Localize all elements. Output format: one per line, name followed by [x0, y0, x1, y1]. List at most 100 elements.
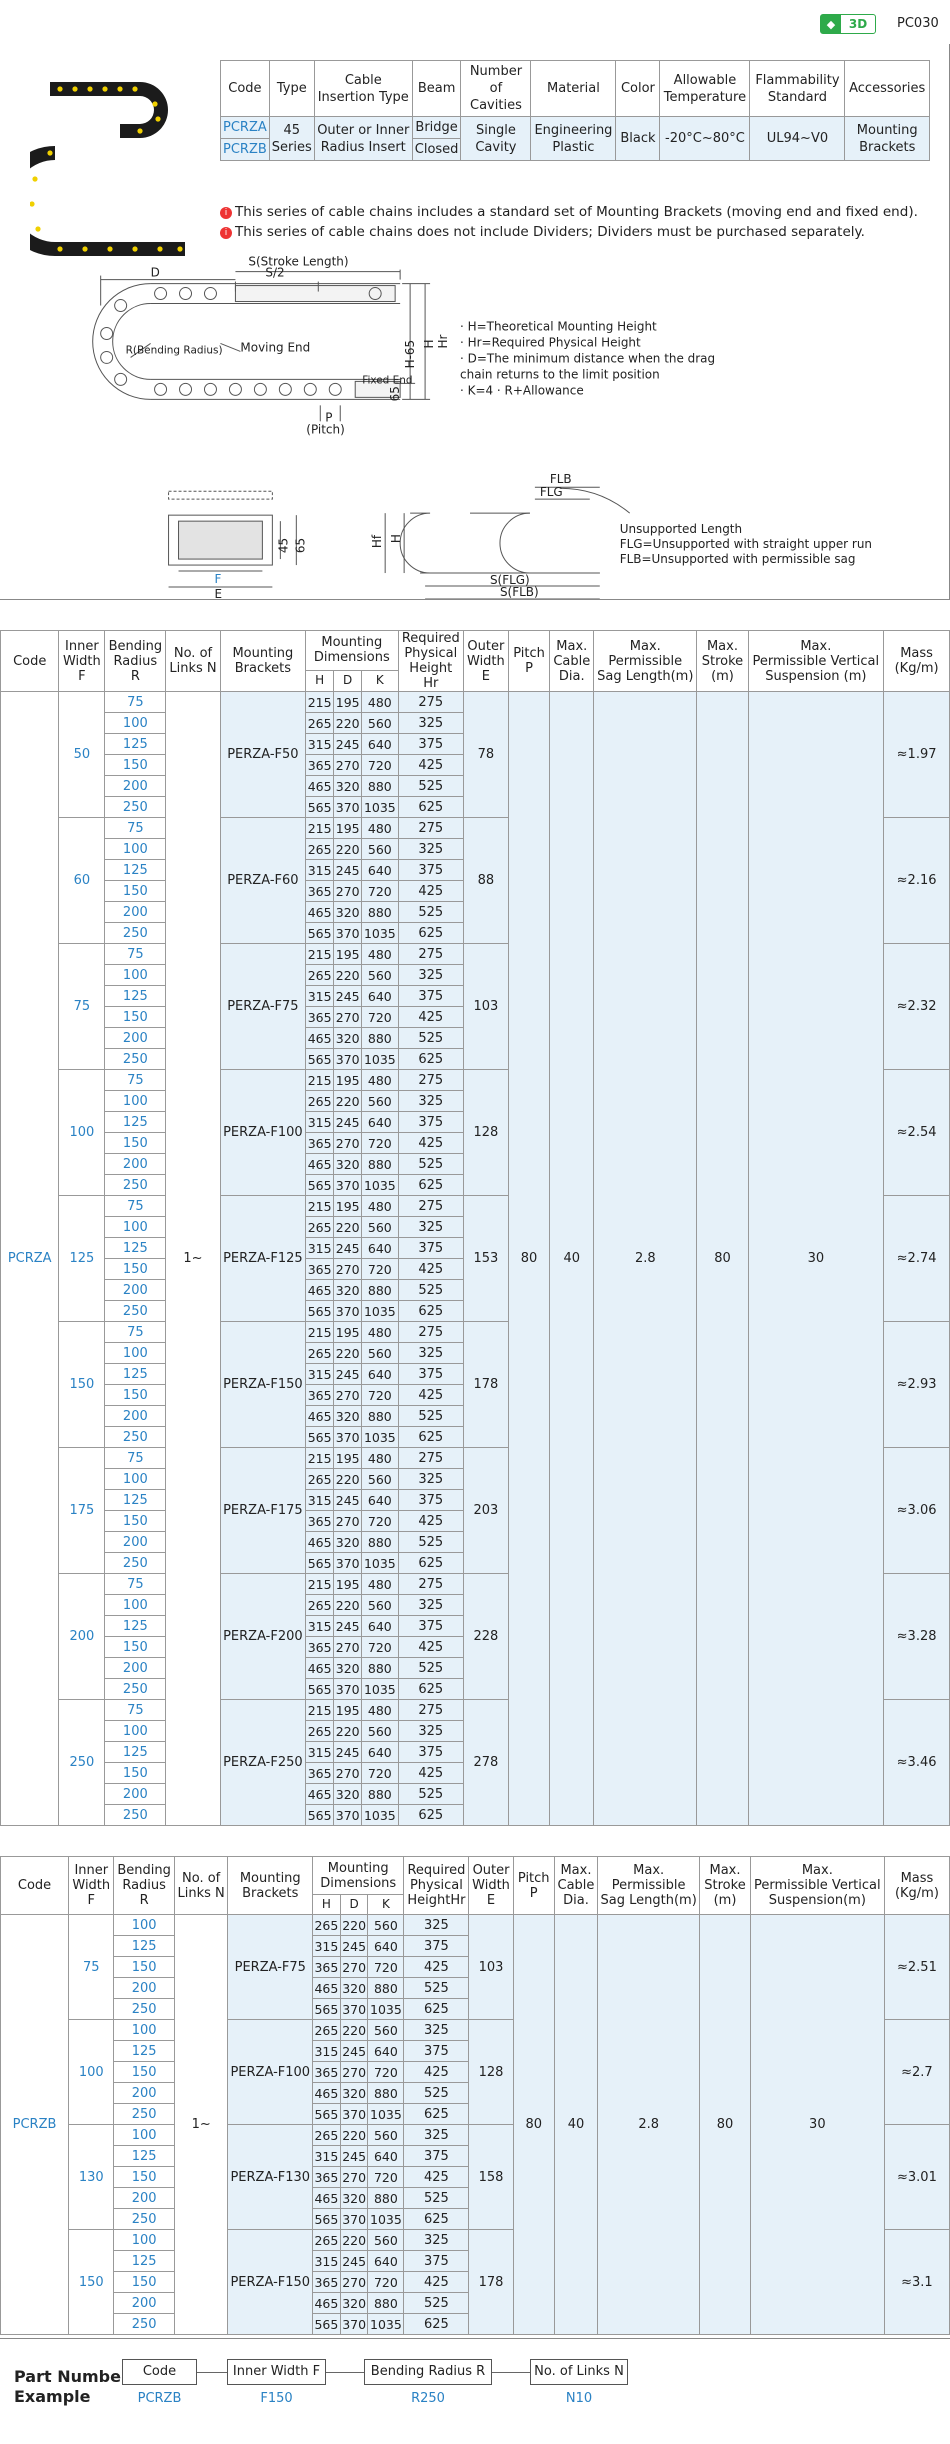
bending-radius-cell[interactable]: 150 [113, 2061, 175, 2083]
inner-width-cell[interactable]: 250 [58, 1699, 106, 1826]
bending-radius-cell[interactable]: 250 [113, 2208, 175, 2230]
bending-radius-cell[interactable]: 200 [113, 2082, 175, 2104]
bending-radius-cell[interactable]: 150 [104, 1510, 167, 1532]
bending-radius-cell[interactable]: 125 [113, 2250, 175, 2272]
bending-radius-cell[interactable]: 75 [104, 943, 167, 965]
bending-radius-cell[interactable]: 150 [104, 1006, 167, 1028]
bending-radius-cell[interactable]: 250 [104, 796, 167, 818]
spec-code-a[interactable]: PCRZA [220, 116, 270, 139]
mounting-dim-cell: 880 [361, 1279, 399, 1301]
mounting-dim-cell: 195 [333, 1321, 363, 1343]
bending-radius-cell[interactable]: 100 [104, 1090, 167, 1112]
spec-code-b[interactable]: PCRZB [220, 138, 270, 161]
bending-radius-cell[interactable]: 200 [104, 775, 167, 797]
d-label: D [151, 266, 160, 280]
bending-radius-cell[interactable]: 250 [104, 1552, 167, 1574]
bending-radius-cell[interactable]: 250 [104, 1678, 167, 1700]
inner-width-cell[interactable]: 75 [58, 943, 106, 1070]
bending-radius-cell[interactable]: 100 [104, 712, 167, 734]
bending-radius-cell[interactable]: 75 [104, 817, 167, 839]
bending-radius-cell[interactable]: 250 [104, 922, 167, 944]
bending-radius-cell[interactable]: 150 [104, 1384, 167, 1406]
bending-radius-cell[interactable]: 100 [113, 2229, 175, 2251]
bending-radius-cell[interactable]: 250 [104, 1804, 167, 1826]
code-cell[interactable]: PCRZA [0, 691, 60, 1826]
bending-radius-cell[interactable]: 200 [113, 2187, 175, 2209]
inner-width-cell[interactable]: 130 [68, 2124, 115, 2230]
code-cell[interactable]: PCRZB [0, 1914, 70, 2335]
bending-radius-cell[interactable]: 250 [113, 1998, 175, 2020]
inner-width-cell[interactable]: 100 [58, 1069, 106, 1196]
bending-radius-cell[interactable]: 75 [104, 691, 167, 713]
bending-radius-cell[interactable]: 125 [104, 859, 167, 881]
outer-width-cell: 178 [463, 1321, 509, 1448]
bending-radius-cell[interactable]: 125 [104, 1111, 167, 1133]
inner-width-cell[interactable]: 200 [58, 1573, 106, 1700]
inner-width-cell[interactable]: 150 [58, 1321, 106, 1448]
bending-radius-cell[interactable]: 100 [104, 838, 167, 860]
bending-radius-cell[interactable]: 75 [104, 1447, 167, 1469]
bending-radius-cell[interactable]: 200 [104, 901, 167, 923]
bending-radius-cell[interactable]: 200 [104, 1531, 167, 1553]
bending-radius-cell[interactable]: 75 [104, 1573, 167, 1595]
physical-height-cell: 325 [397, 1342, 465, 1364]
bending-radius-cell[interactable]: 200 [104, 1405, 167, 1427]
bending-radius-cell[interactable]: 150 [104, 1762, 167, 1784]
bending-radius-cell[interactable]: 125 [104, 985, 167, 1007]
bending-radius-cell[interactable]: 150 [104, 1258, 167, 1280]
bending-radius-cell[interactable]: 75 [104, 1195, 167, 1217]
bending-radius-cell[interactable]: 250 [113, 2103, 175, 2125]
bending-radius-cell[interactable]: 250 [104, 1048, 167, 1070]
mounting-dim-cell: 370 [333, 1300, 363, 1322]
bending-radius-cell[interactable]: 100 [104, 964, 167, 986]
inner-width-cell[interactable]: 50 [58, 691, 106, 818]
bending-radius-cell[interactable]: 250 [104, 1300, 167, 1322]
bending-radius-cell[interactable]: 150 [104, 880, 167, 902]
bending-radius-cell[interactable]: 150 [113, 2271, 175, 2293]
bending-radius-cell[interactable]: 150 [104, 754, 167, 776]
inner-width-cell[interactable]: 125 [58, 1195, 106, 1322]
bending-radius-cell[interactable]: 125 [104, 1363, 167, 1385]
bending-radius-cell[interactable]: 100 [113, 2019, 175, 2041]
bending-radius-cell[interactable]: 125 [104, 1237, 167, 1259]
bending-radius-cell[interactable]: 75 [104, 1699, 167, 1721]
table-row: 200 465 320 880 525 [1, 775, 950, 797]
bending-radius-cell[interactable]: 100 [104, 1468, 167, 1490]
bending-radius-cell[interactable]: 125 [113, 2040, 175, 2062]
bending-radius-cell[interactable]: 250 [104, 1174, 167, 1196]
bending-radius-cell[interactable]: 250 [104, 1426, 167, 1448]
bending-radius-cell[interactable]: 150 [104, 1636, 167, 1658]
bending-radius-cell[interactable]: 100 [104, 1342, 167, 1364]
bending-radius-cell[interactable]: 150 [113, 1956, 175, 1978]
inner-width-cell[interactable]: 75 [68, 1914, 115, 2020]
bending-radius-cell[interactable]: 200 [113, 1977, 175, 1999]
bending-radius-cell[interactable]: 125 [104, 1489, 167, 1511]
inner-width-cell[interactable]: 175 [58, 1447, 106, 1574]
bending-radius-cell[interactable]: 75 [104, 1069, 167, 1091]
bending-radius-cell[interactable]: 100 [104, 1216, 167, 1238]
bending-radius-cell[interactable]: 200 [113, 2292, 175, 2314]
bending-radius-cell[interactable]: 200 [104, 1279, 167, 1301]
bending-radius-cell[interactable]: 125 [113, 1935, 175, 1957]
bending-radius-cell[interactable]: 200 [104, 1153, 167, 1175]
bending-radius-cell[interactable]: 150 [104, 1132, 167, 1154]
table-row: 150 365 270 720 425 [1, 1006, 950, 1028]
bending-radius-cell[interactable]: 200 [104, 1027, 167, 1049]
3d-badge[interactable]: ◆ 3D [820, 14, 876, 34]
bending-radius-cell[interactable]: 150 [113, 2166, 175, 2188]
bending-radius-cell[interactable]: 200 [104, 1657, 167, 1679]
inner-width-cell[interactable]: 60 [58, 817, 106, 944]
bending-radius-cell[interactable]: 100 [113, 2124, 175, 2146]
bending-radius-cell[interactable]: 125 [113, 2145, 175, 2167]
bending-radius-cell[interactable]: 125 [104, 1615, 167, 1637]
bending-radius-cell[interactable]: 100 [104, 1594, 167, 1616]
bending-radius-cell[interactable]: 75 [104, 1321, 167, 1343]
bending-radius-cell[interactable]: 100 [104, 1720, 167, 1742]
bending-radius-cell[interactable]: 125 [104, 1741, 167, 1763]
bending-radius-cell[interactable]: 125 [104, 733, 167, 755]
inner-width-cell[interactable]: 150 [68, 2229, 115, 2335]
inner-width-cell[interactable]: 100 [68, 2019, 115, 2125]
bending-radius-cell[interactable]: 100 [113, 1914, 175, 1936]
bending-radius-cell[interactable]: 250 [113, 2313, 175, 2335]
bending-radius-cell[interactable]: 200 [104, 1783, 167, 1805]
